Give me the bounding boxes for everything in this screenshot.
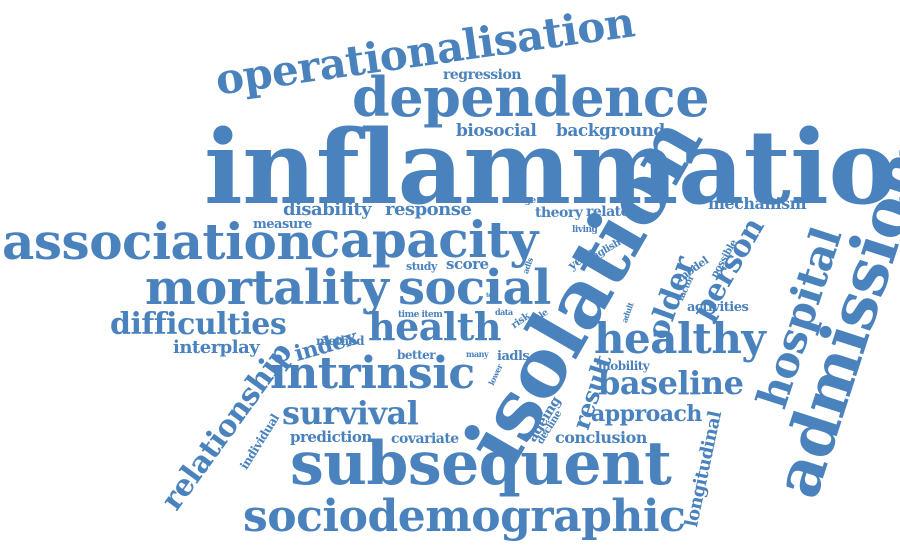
word-difficulties: difficulties <box>110 307 287 342</box>
word-capacity: capacity <box>310 210 538 269</box>
word-mechanism: mechanism <box>708 194 807 213</box>
word-prediction: prediction <box>290 428 372 446</box>
word-disability: disability <box>283 199 372 220</box>
word-subsequent: subsequent <box>290 429 672 499</box>
word-measure: measure <box>253 217 312 232</box>
word-social: social <box>398 260 551 316</box>
word-intrinsic: intrinsic <box>270 348 475 399</box>
word-living: living <box>572 225 598 235</box>
word-sociodemographic: sociodemographic <box>243 491 686 542</box>
word-related: related <box>586 204 639 220</box>
word-score: score <box>446 255 489 273</box>
word-data: data <box>495 307 513 317</box>
word-mortality: mortality <box>145 260 389 316</box>
word-regression: regression <box>443 67 521 83</box>
word-background: background <box>556 121 665 141</box>
word-test: test <box>486 292 497 299</box>
word-survival: survival <box>282 394 419 432</box>
word-baseline: baseline <box>598 364 744 402</box>
word-activities: activities <box>687 300 749 315</box>
word-inflammation: inflammation <box>204 108 900 228</box>
word-theory: theory <box>535 205 583 221</box>
word-conclusion: conclusion <box>555 428 647 447</box>
word-study: study <box>406 260 437 273</box>
word-covariate: covariate <box>391 431 459 447</box>
word-method: method <box>316 334 365 348</box>
word-approach: approach <box>591 401 702 427</box>
word-dependence: dependence <box>352 65 710 129</box>
word-biosocial: biosocial <box>456 121 537 141</box>
word-response: response <box>385 199 472 220</box>
word-association: association <box>2 212 313 271</box>
word-wave: wave <box>545 196 568 206</box>
word-better: better <box>397 348 436 362</box>
word-iadls: iadls <box>497 349 530 364</box>
word-longitudinal: longitudinal <box>681 409 727 529</box>
word-many: many <box>466 349 489 359</box>
word-range: range <box>509 196 536 206</box>
word-healthy: healthy <box>594 314 766 363</box>
word-mobility: mobility <box>598 359 650 373</box>
word-time-item: time item <box>398 310 443 320</box>
word-interplay: interplay <box>173 337 260 358</box>
word-health: health <box>368 304 502 349</box>
